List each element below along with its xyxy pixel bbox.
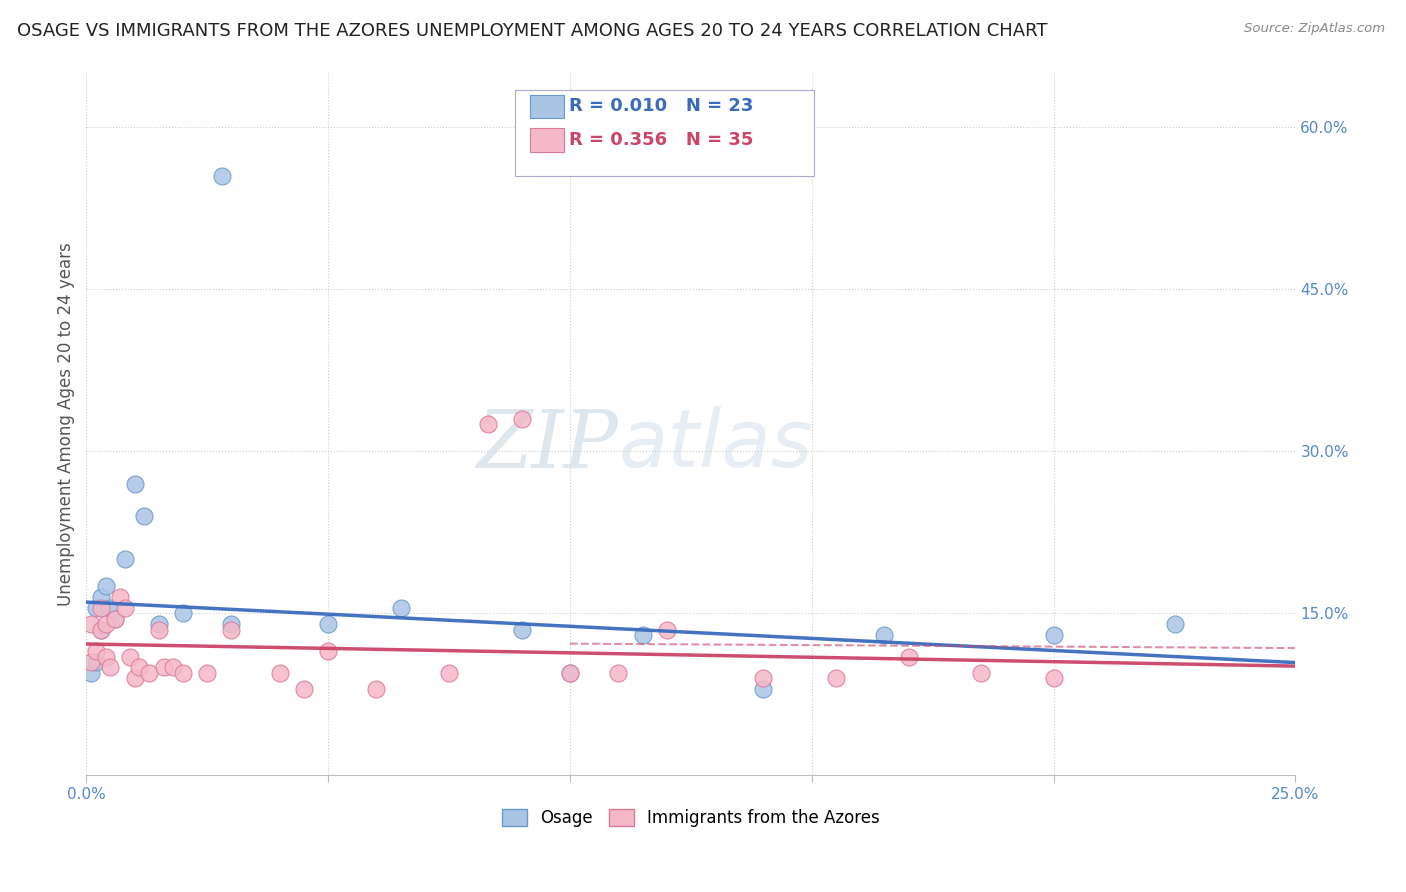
Point xyxy=(114,552,136,566)
Point xyxy=(84,601,107,615)
Point xyxy=(510,623,533,637)
Text: atlas: atlas xyxy=(619,407,813,484)
Point xyxy=(114,601,136,615)
Point xyxy=(316,617,339,632)
Point xyxy=(148,617,170,632)
Point xyxy=(510,412,533,426)
Point xyxy=(437,665,460,680)
Point xyxy=(752,681,775,696)
Point xyxy=(292,681,315,696)
Point xyxy=(221,623,243,637)
Point xyxy=(94,579,117,593)
Point xyxy=(970,665,993,680)
Point xyxy=(100,601,122,615)
Point xyxy=(607,665,630,680)
Point xyxy=(84,655,107,669)
Point xyxy=(94,617,117,632)
Legend: Osage, Immigrants from the Azores: Osage, Immigrants from the Azores xyxy=(495,803,887,834)
Point xyxy=(221,617,243,632)
Point xyxy=(162,660,184,674)
Point xyxy=(873,628,896,642)
Point xyxy=(655,623,678,637)
Point xyxy=(148,623,170,637)
Point xyxy=(138,665,160,680)
Point xyxy=(825,671,848,685)
Text: R = 0.356   N = 35: R = 0.356 N = 35 xyxy=(569,131,754,149)
Point xyxy=(124,671,146,685)
Point xyxy=(211,169,233,183)
Point xyxy=(1042,671,1064,685)
Point xyxy=(316,644,339,658)
Point xyxy=(90,623,112,637)
Point xyxy=(172,665,194,680)
Point xyxy=(84,644,107,658)
Point xyxy=(269,665,291,680)
Point xyxy=(134,509,156,524)
Point xyxy=(195,665,218,680)
Point xyxy=(108,590,131,604)
Point xyxy=(90,623,112,637)
Text: Source: ZipAtlas.com: Source: ZipAtlas.com xyxy=(1244,22,1385,36)
Point xyxy=(897,649,920,664)
Point xyxy=(80,655,103,669)
Point xyxy=(100,660,122,674)
Point xyxy=(558,665,581,680)
Point xyxy=(80,617,103,632)
Point xyxy=(1163,617,1185,632)
Point xyxy=(90,590,112,604)
Point xyxy=(366,681,388,696)
Point xyxy=(558,665,581,680)
Point xyxy=(104,612,127,626)
Point xyxy=(124,476,146,491)
Point xyxy=(104,612,127,626)
Point xyxy=(477,417,499,432)
Point xyxy=(1042,628,1064,642)
Text: R = 0.010   N = 23: R = 0.010 N = 23 xyxy=(569,97,754,115)
Point xyxy=(90,601,112,615)
Point xyxy=(172,607,194,621)
Text: OSAGE VS IMMIGRANTS FROM THE AZORES UNEMPLOYMENT AMONG AGES 20 TO 24 YEARS CORRE: OSAGE VS IMMIGRANTS FROM THE AZORES UNEM… xyxy=(17,22,1047,40)
Point xyxy=(152,660,174,674)
Y-axis label: Unemployment Among Ages 20 to 24 years: Unemployment Among Ages 20 to 24 years xyxy=(58,243,75,606)
Point xyxy=(94,649,117,664)
Point xyxy=(128,660,150,674)
Point xyxy=(631,628,654,642)
Point xyxy=(389,601,412,615)
Point xyxy=(752,671,775,685)
Point xyxy=(80,665,103,680)
Point xyxy=(118,649,141,664)
Text: ZIP: ZIP xyxy=(477,407,619,484)
